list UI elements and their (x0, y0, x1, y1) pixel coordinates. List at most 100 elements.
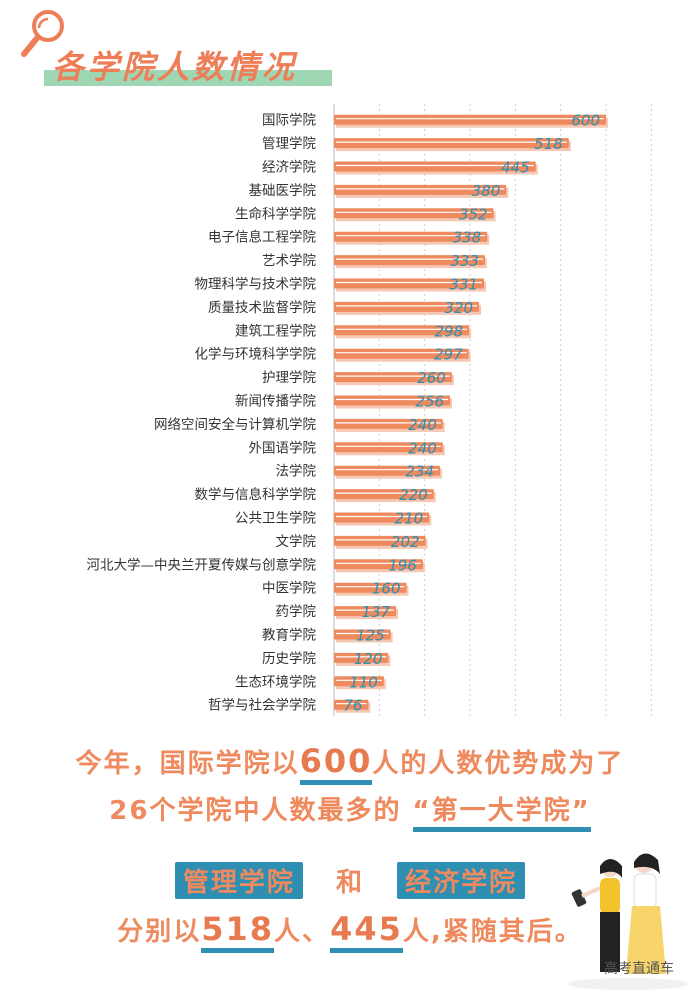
data-label: 338 (453, 229, 482, 247)
category-label: 物理科学与技术学院 (195, 277, 317, 293)
category-label: 质量技术监督学院 (208, 300, 316, 316)
category-label: 数学与信息科学学院 (195, 486, 317, 503)
bar (334, 208, 494, 219)
page-title: 各学院人数情况 (52, 48, 298, 86)
data-label: 333 (450, 252, 479, 270)
summary-text: 人的人数优势成为了 (372, 749, 625, 779)
category-label: 文学院 (276, 534, 317, 550)
summary-text: 人,紧随其后。 (402, 917, 583, 947)
data-label: 600 (571, 112, 600, 130)
category-label: 公共卫生学院 (235, 511, 316, 527)
summary-line-3: 管理学院 和 经济学院 (0, 862, 700, 899)
data-label: 518 (534, 135, 563, 153)
bar (334, 278, 485, 289)
category-label: 外国语学院 (249, 440, 317, 456)
watermark: 高考直通车 (604, 961, 674, 977)
data-label: 234 (405, 463, 434, 481)
category-label: 护理学院 (262, 370, 316, 386)
data-label: 331 (449, 276, 478, 294)
bar (334, 676, 384, 687)
data-label: 352 (459, 205, 488, 223)
data-label: 298 (434, 322, 463, 340)
data-label: 110 (349, 673, 378, 691)
college-tag: 管理学院 (174, 862, 303, 899)
bar (334, 301, 480, 312)
two-women-illustration (568, 853, 688, 990)
summary-text: 分别以 (117, 917, 202, 947)
data-label: 76 (343, 697, 362, 715)
category-label: 教育学院 (262, 628, 316, 644)
bar (334, 559, 423, 570)
category-label: 生态环境学院 (235, 674, 316, 690)
highlight-number: 518 (201, 910, 275, 953)
summary-line-2: 26个学院中人数最多的 “第一大学院” (0, 790, 700, 832)
data-label: 445 (501, 159, 530, 177)
summary-text: 今年，国际学院以 (75, 749, 300, 779)
data-label: 202 (391, 533, 420, 551)
summary-line-4: 分别以518人、445人,紧随其后。 (0, 910, 700, 953)
category-label: 经济学院 (262, 160, 316, 176)
category-label: 网络空间安全与计算机学院 (154, 416, 316, 433)
bar (334, 606, 397, 617)
search-icon (21, 10, 64, 57)
data-label: 380 (472, 182, 501, 200)
data-label: 137 (361, 603, 390, 621)
category-label: 管理学院 (262, 136, 316, 152)
summary-text: 和 (335, 868, 364, 898)
category-label: 生命科学学院 (235, 205, 316, 222)
bar (334, 395, 451, 406)
category-label: 中医学院 (262, 581, 316, 597)
summary-text: 人、 (274, 917, 331, 947)
category-label: 基础医学院 (249, 182, 317, 199)
bar (334, 231, 488, 242)
category-label: 艺术学院 (262, 253, 316, 269)
data-label: 120 (354, 650, 383, 668)
bar (334, 512, 430, 523)
data-label: 256 (415, 393, 444, 411)
bar (334, 138, 569, 149)
bar (334, 161, 536, 172)
highlight-number: 600 (299, 742, 373, 785)
data-label: 260 (417, 369, 446, 387)
bar (334, 442, 443, 453)
bar (334, 535, 426, 546)
data-label: 320 (444, 299, 473, 317)
category-label: 河北大学—中央兰开夏传媒与创意学院 (87, 556, 317, 573)
bar (334, 114, 606, 125)
data-label: 160 (372, 580, 401, 598)
category-label: 法学院 (276, 464, 317, 480)
category-label: 电子信息工程学院 (208, 229, 316, 246)
bar (334, 629, 391, 640)
data-label: 210 (395, 510, 424, 528)
category-label: 建筑工程学院 (235, 323, 316, 339)
bar (334, 372, 452, 383)
college-tag: 经济学院 (397, 862, 526, 899)
data-label: 220 (399, 486, 428, 504)
bar (334, 325, 470, 336)
category-label: 哲学与社会学学院 (208, 698, 316, 714)
summary-line-1: 今年，国际学院以600人的人数优势成为了 (0, 742, 700, 785)
category-label: 化学与环境科学学院 (195, 347, 317, 363)
highlight-quote: “第一大学院” (412, 790, 591, 832)
data-label: 196 (388, 556, 417, 574)
category-label: 国际学院 (262, 113, 316, 129)
bar (334, 582, 407, 593)
bar (334, 465, 441, 476)
summary-text: 26个学院中人数最多的 (109, 796, 402, 826)
data-label: 297 (434, 346, 463, 364)
highlight-number: 445 (330, 910, 403, 953)
bar (334, 184, 507, 195)
header: 各学院人数情况 (0, 0, 700, 100)
category-label: 新闻传播学院 (235, 394, 316, 410)
category-label: 历史学院 (262, 651, 316, 667)
bar (334, 652, 389, 663)
bar-chart: 国际学院 600 管理学院 518 经济学院 445 基础医学院 380 生命科学学院 352 电子… (87, 104, 652, 717)
data-label: 240 (408, 416, 437, 434)
bar (334, 699, 369, 710)
data-label: 240 (408, 439, 437, 457)
bar (334, 418, 443, 429)
bar (334, 489, 434, 500)
category-label: 药学院 (276, 604, 317, 620)
bar (334, 348, 469, 359)
data-label: 125 (356, 627, 385, 645)
